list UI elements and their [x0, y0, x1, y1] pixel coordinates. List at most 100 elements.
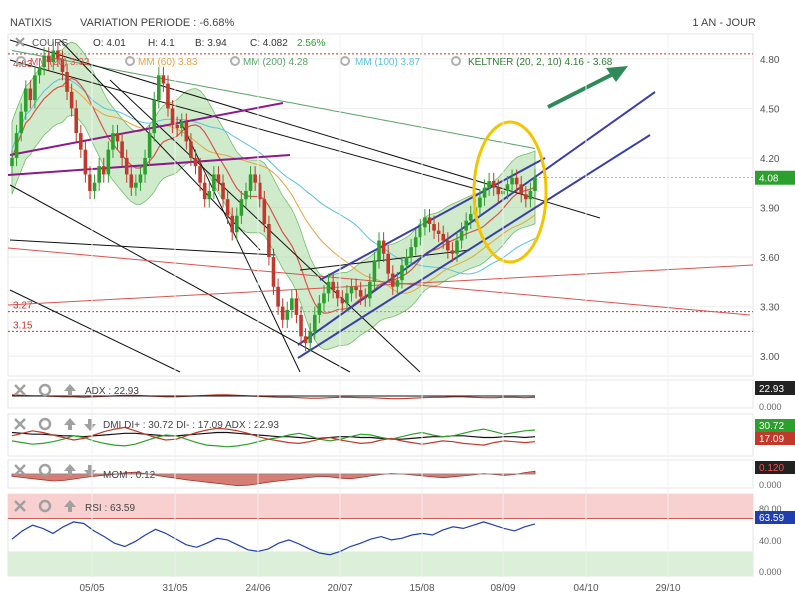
- candle-body: [23, 88, 28, 112]
- candle-body: [212, 174, 216, 191]
- date-tick-label: 15/08: [409, 583, 434, 594]
- candle-body: [74, 108, 79, 134]
- instrument-name: NATIXIS: [10, 17, 52, 29]
- momentum-area: [11, 470, 536, 487]
- candle-body: [404, 257, 409, 266]
- dmi-down-arrow-icon[interactable]: [84, 419, 96, 431]
- legend-keltner-gear-icon[interactable]: [451, 56, 461, 66]
- date-tick-label: 24/06: [245, 583, 270, 594]
- adx-gear-icon[interactable]: [38, 383, 52, 397]
- adx-up-arrow-icon[interactable]: [64, 384, 76, 396]
- candle-body: [147, 133, 152, 158]
- candle-body: [234, 215, 239, 233]
- candle-body: [248, 174, 253, 191]
- candle-body: [124, 157, 129, 175]
- mom-panel: MOM : 0.12 0.120 0.000: [7, 459, 795, 490]
- candle-body: [436, 230, 441, 234]
- di-minus-line: [11, 426, 536, 446]
- dmi-close-icon[interactable]: [14, 418, 26, 430]
- rsi-oversold-zone: [8, 551, 753, 576]
- candle-body: [533, 177, 537, 191]
- date-axis: 05/05 31/05 24/06 20/07 15/08 08/09 04/10 29/10: [79, 34, 681, 594]
- candle-body: [106, 149, 111, 175]
- candle-body: [225, 199, 230, 216]
- date-tick-label: 31/05: [162, 583, 187, 594]
- rsi-close-icon[interactable]: [14, 500, 26, 512]
- adx-panel: ADX : 22.93 22.93 0.000: [7, 379, 795, 412]
- candle-body: [372, 260, 377, 282]
- candle-body: [400, 265, 404, 281]
- legend-mm100-gear-icon[interactable]: [340, 56, 350, 66]
- trend-arrow: [547, 71, 616, 109]
- candle-body: [386, 253, 390, 274]
- candle-body: [253, 174, 257, 183]
- candle-body: [37, 67, 42, 76]
- trend-line: [9, 184, 351, 373]
- adx-close-icon[interactable]: [14, 384, 26, 396]
- candle-body: [496, 187, 501, 195]
- rsi-series-line: [11, 521, 536, 556]
- trend-line: [9, 102, 284, 156]
- candle-body: [381, 240, 386, 254]
- candle-body: [326, 281, 331, 294]
- legend-mm60-gear-icon[interactable]: [125, 56, 135, 66]
- legend-mm200-gear-icon[interactable]: [230, 56, 240, 66]
- highlight-ellipse: [472, 120, 548, 264]
- legend-mm20-gear-icon[interactable]: [16, 56, 26, 66]
- candle-body: [482, 187, 487, 198]
- adx-value: 22.93: [759, 384, 784, 395]
- keltner-fill: [11, 41, 536, 351]
- candle-body: [51, 50, 56, 63]
- candle-body: [308, 331, 313, 343]
- mom-close-icon[interactable]: [14, 464, 26, 476]
- mom-up-arrow-icon[interactable]: [64, 464, 76, 476]
- legend-close-icon[interactable]: [15, 37, 25, 47]
- candle-body: [56, 50, 60, 59]
- candle-body: [450, 250, 455, 254]
- price-panel: 3.27 3.15 4.80 4.50 4.20 3.90 3.60 3.30 3.00 4.…: [7, 33, 780, 377]
- candle-body: [83, 149, 88, 175]
- rsi-gear-icon[interactable]: [38, 499, 52, 513]
- price-tick-label: 3.60: [760, 253, 780, 264]
- candle-body: [88, 174, 92, 191]
- mom-down-arrow-icon[interactable]: [84, 465, 96, 477]
- mm60-line: [11, 85, 536, 294]
- candle-body: [193, 157, 198, 167]
- legend-high: H: 4.1: [148, 38, 175, 49]
- rsi-up-arrow-icon[interactable]: [64, 500, 76, 512]
- mom-zero: 0.000: [759, 480, 782, 490]
- trend-line: [299, 249, 471, 271]
- candle-body: [97, 166, 101, 183]
- candle-body: [322, 293, 326, 304]
- rsi-overbought-zone: [8, 494, 753, 519]
- rsi-tick-40: 40.00: [759, 536, 782, 546]
- date-tick-label: 29/10: [655, 583, 680, 594]
- legend-close: C: 4.082: [250, 38, 288, 49]
- rsi-tick-80: 80.00: [759, 504, 782, 514]
- candle-body: [244, 190, 248, 200]
- candle-body: [33, 75, 37, 101]
- price-tick-label: 3.30: [760, 303, 780, 314]
- candle-body: [368, 281, 372, 299]
- legend-open: O: 4.01: [93, 38, 126, 49]
- candle-body: [519, 184, 524, 195]
- candle-body: [299, 314, 303, 337]
- mom-gear-icon[interactable]: [38, 463, 52, 477]
- dmi-gear-icon[interactable]: [38, 417, 52, 431]
- candle-body: [285, 309, 290, 320]
- dmi-up-arrow-icon[interactable]: [64, 418, 76, 430]
- candle-body: [335, 290, 340, 299]
- candle-body: [179, 121, 184, 129]
- candle-body: [459, 230, 464, 241]
- period-selector[interactable]: 1 AN - JOUR: [692, 17, 756, 29]
- candle-body: [60, 58, 65, 72]
- candle-body: [441, 233, 446, 241]
- variation-period: VARIATION PERIODE : -6.68%: [80, 17, 234, 29]
- keltner-band: [11, 41, 536, 351]
- candle-body: [363, 296, 368, 299]
- di-plus-line: [11, 428, 536, 448]
- trend-line: [9, 239, 276, 256]
- candle-body: [418, 227, 423, 238]
- candle-body: [390, 273, 395, 287]
- candle-body: [157, 75, 161, 101]
